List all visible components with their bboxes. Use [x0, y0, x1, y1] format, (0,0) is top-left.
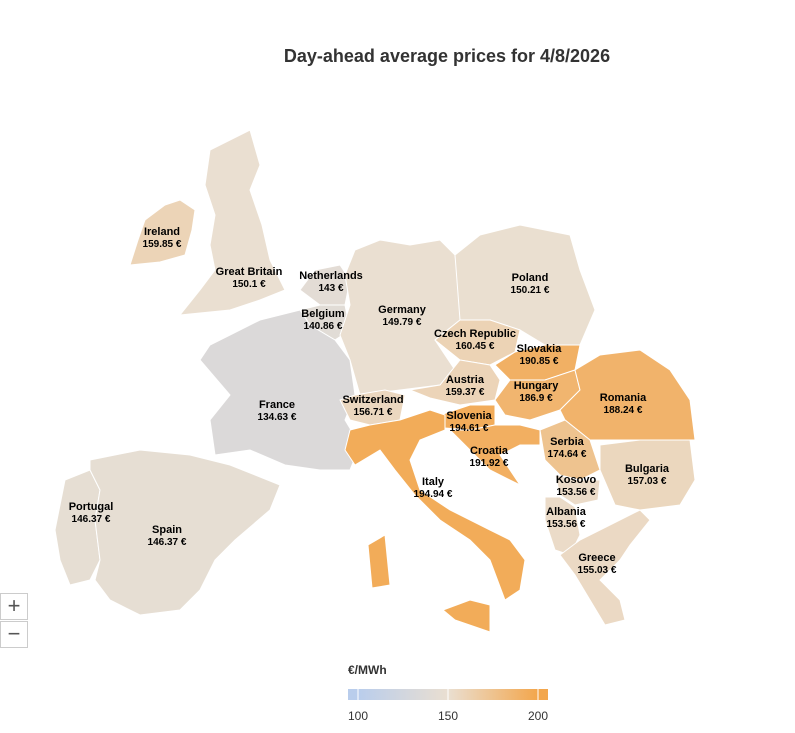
country-value: 149.79 € [383, 317, 422, 328]
country [599, 439, 696, 511]
country-name: Croatia [470, 445, 509, 457]
country-name: Albania [546, 506, 587, 518]
country-value: 160.45 € [456, 341, 495, 352]
country [554, 474, 601, 506]
zoom-in-button[interactable] [0, 593, 28, 620]
country-value: 159.85 € [143, 239, 182, 250]
country-value: 153.56 € [547, 519, 586, 530]
country-name: Serbia [550, 436, 585, 448]
country-value: 146.37 € [148, 537, 187, 548]
country-name: Spain [152, 524, 182, 536]
zoom-out-label[interactable]: − [8, 621, 21, 646]
country-name: Switzerland [342, 394, 403, 406]
country-name: Romania [600, 392, 647, 404]
country [178, 129, 286, 316]
country-name: Czech Republic [434, 328, 516, 340]
country-value: 140.86 € [304, 321, 343, 332]
country-name: Slovenia [446, 410, 492, 422]
country-name: Kosovo [556, 474, 597, 486]
country [129, 199, 196, 266]
country [539, 419, 601, 481]
country-name: Ireland [144, 226, 180, 238]
country-value: 143 € [318, 283, 343, 294]
country-value: 150.1 € [232, 279, 266, 290]
country [344, 409, 526, 633]
countries [54, 129, 696, 633]
zoom-controls: + − [0, 593, 28, 648]
country-value: 190.85 € [520, 356, 559, 367]
country-value: 194.94 € [414, 489, 453, 500]
country-name: Portugal [69, 501, 114, 513]
legend-title: €/MWh [348, 663, 387, 677]
country-name: Hungary [514, 380, 560, 392]
country-name: Bulgaria [625, 463, 670, 475]
country-name: France [259, 399, 295, 411]
country-value: 159.37 € [446, 387, 485, 398]
country-value: 146.37 € [72, 514, 111, 525]
country [199, 309, 361, 471]
country-value: 194.61 € [450, 423, 489, 434]
country [448, 424, 541, 487]
country-value: 150.21 € [511, 285, 550, 296]
country-name: Italy [422, 476, 445, 488]
chart-title: Day-ahead average prices for 4/8/2026 [284, 46, 610, 66]
country [54, 469, 101, 586]
country-name: Belgium [301, 308, 345, 320]
country-value: 155.03 € [578, 565, 617, 576]
country-value: 188.24 € [604, 405, 643, 416]
color-tick-label: 150 [438, 709, 458, 723]
country-name: Great Britain [216, 266, 283, 278]
country [89, 449, 281, 616]
country-name: Slovakia [517, 343, 563, 355]
zoom-out-button[interactable] [0, 621, 28, 648]
country [339, 389, 406, 426]
country-value: 134.63 € [258, 412, 297, 423]
country-value: 157.03 € [628, 476, 667, 487]
zoom-in-label[interactable]: + [8, 593, 21, 618]
country-value: 191.92 € [470, 458, 509, 469]
country-value: 156.71 € [354, 407, 393, 418]
country [559, 509, 651, 626]
country [408, 359, 501, 406]
country-name: Germany [378, 304, 427, 316]
country-name: Poland [512, 272, 549, 284]
country-name: Greece [578, 552, 615, 564]
country-value: 153.56 € [557, 487, 596, 498]
country-name: Netherlands [299, 270, 363, 282]
color-tick-label: 100 [348, 709, 368, 723]
color-tick-label: 200 [528, 709, 548, 723]
country-value: 174.64 € [548, 449, 587, 460]
country-value: 186.9 € [519, 393, 553, 404]
country-name: Austria [446, 374, 485, 386]
